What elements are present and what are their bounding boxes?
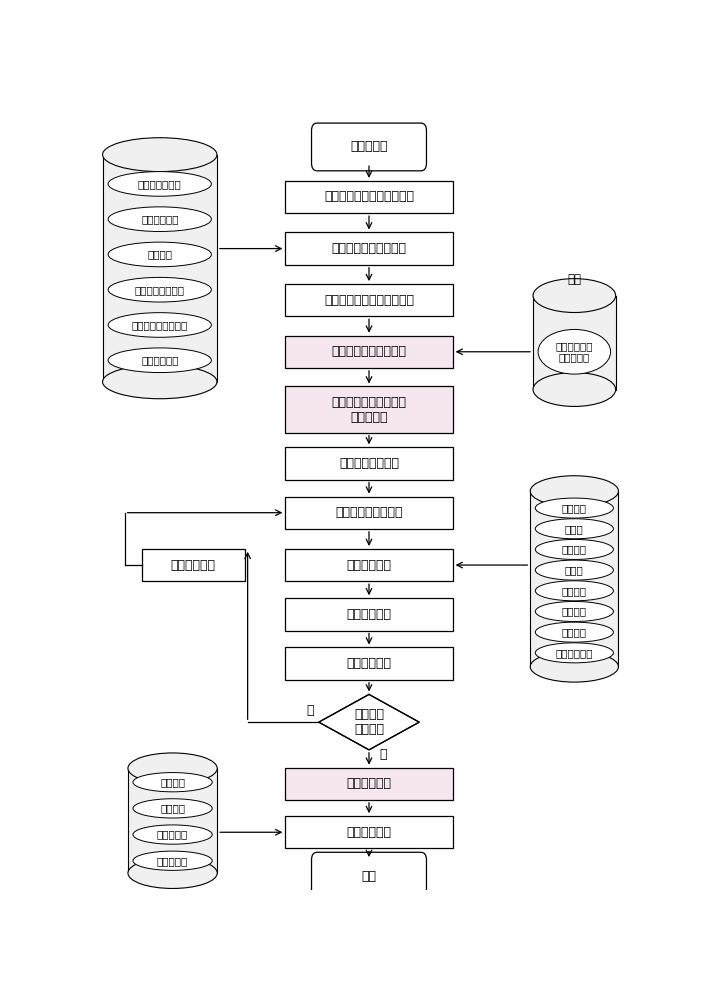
Polygon shape — [319, 694, 419, 750]
Text: 刀具刚度: 刀具刚度 — [562, 606, 587, 616]
Ellipse shape — [535, 622, 613, 642]
Ellipse shape — [533, 279, 616, 312]
FancyBboxPatch shape — [142, 549, 245, 581]
Ellipse shape — [535, 581, 613, 601]
Ellipse shape — [538, 329, 611, 374]
Ellipse shape — [128, 753, 217, 784]
Text: 遗传算法优化: 遗传算法优化 — [346, 608, 392, 621]
Ellipse shape — [108, 277, 212, 302]
FancyBboxPatch shape — [285, 284, 453, 316]
Text: 机床信息: 机床信息 — [148, 249, 172, 259]
Ellipse shape — [102, 365, 217, 399]
FancyBboxPatch shape — [530, 491, 618, 667]
Ellipse shape — [108, 348, 212, 373]
Ellipse shape — [108, 313, 212, 337]
Ellipse shape — [133, 773, 212, 792]
Text: 机床速度: 机床速度 — [562, 544, 587, 554]
FancyBboxPatch shape — [312, 123, 426, 171]
Text: 进给率: 进给率 — [565, 565, 584, 575]
Text: 上一步工序加工余量: 上一步工序加工余量 — [132, 320, 188, 330]
Text: 是: 是 — [379, 748, 387, 761]
FancyBboxPatch shape — [128, 768, 217, 873]
Ellipse shape — [535, 560, 613, 580]
Text: 机床功率: 机床功率 — [562, 627, 587, 637]
FancyBboxPatch shape — [312, 852, 426, 900]
Text: 切削参数
是否合理: 切削参数 是否合理 — [354, 708, 384, 736]
Ellipse shape — [133, 825, 212, 844]
Text: 切深切宽: 切深切宽 — [562, 586, 587, 596]
FancyBboxPatch shape — [285, 386, 453, 433]
Text: 工艺数据支撑库: 工艺数据支撑库 — [138, 179, 181, 189]
Text: 加工工艺参数信息: 加工工艺参数信息 — [135, 285, 185, 295]
Text: 机床加速度: 机床加速度 — [157, 830, 188, 840]
Text: 确定目标函数: 确定目标函数 — [346, 559, 392, 572]
FancyBboxPatch shape — [102, 155, 217, 382]
Ellipse shape — [530, 651, 618, 682]
FancyBboxPatch shape — [285, 598, 453, 631]
Ellipse shape — [108, 242, 212, 267]
Text: 结束: 结束 — [361, 870, 377, 883]
Text: 约束条件: 约束条件 — [562, 503, 587, 513]
FancyBboxPatch shape — [285, 768, 453, 800]
Text: 刀具刀尖点频
率响应函数: 刀具刀尖点频 率响应函数 — [556, 341, 593, 363]
Text: 加工操作顺序: 加工操作顺序 — [141, 355, 179, 365]
FancyBboxPatch shape — [533, 296, 616, 389]
Ellipse shape — [530, 476, 618, 507]
FancyBboxPatch shape — [285, 816, 453, 848]
FancyBboxPatch shape — [285, 232, 453, 265]
Ellipse shape — [102, 138, 217, 172]
Ellipse shape — [128, 858, 217, 888]
Ellipse shape — [108, 207, 212, 231]
Text: 优化进给速度: 优化进给速度 — [346, 826, 392, 839]
FancyBboxPatch shape — [285, 336, 453, 368]
Ellipse shape — [133, 851, 212, 870]
Text: 机床特性: 机床特性 — [160, 777, 185, 787]
Ellipse shape — [533, 373, 616, 406]
FancyBboxPatch shape — [285, 549, 453, 581]
Text: 重选切深范围: 重选切深范围 — [171, 559, 216, 572]
Text: 计算中间加工状态的频
率响应函数: 计算中间加工状态的频 率响应函数 — [331, 396, 407, 424]
Ellipse shape — [535, 498, 613, 518]
Text: 机床速度: 机床速度 — [160, 803, 185, 813]
Text: 刀具几何信息: 刀具几何信息 — [141, 214, 179, 224]
Text: 转角进给速率: 转角进给速率 — [556, 648, 593, 658]
FancyBboxPatch shape — [285, 447, 453, 480]
Ellipse shape — [535, 643, 613, 663]
Ellipse shape — [108, 172, 212, 196]
Ellipse shape — [535, 601, 613, 621]
Text: 初步工艺决策: 初步工艺决策 — [346, 657, 392, 670]
Text: 切削力: 切削力 — [565, 524, 584, 534]
FancyBboxPatch shape — [285, 497, 453, 529]
Text: 导入结构件: 导入结构件 — [350, 140, 388, 153]
Text: 获取加工后工件的修改矩阵: 获取加工后工件的修改矩阵 — [324, 294, 414, 307]
Text: 选用切深参数: 选用切深参数 — [346, 777, 392, 790]
Ellipse shape — [535, 519, 613, 539]
Text: 计算稳定性叶瓣图: 计算稳定性叶瓣图 — [339, 457, 399, 470]
Text: 机床加速度: 机床加速度 — [157, 856, 188, 866]
Ellipse shape — [133, 799, 212, 818]
Ellipse shape — [535, 539, 613, 559]
Text: 得到实时频率响应函数: 得到实时频率响应函数 — [331, 345, 407, 358]
Text: 获取工件初始频率响应函数: 获取工件初始频率响应函数 — [324, 190, 414, 204]
Text: 否: 否 — [307, 704, 315, 717]
Text: 获取当前特征中间状态: 获取当前特征中间状态 — [331, 242, 407, 255]
Text: 刀具: 刀具 — [567, 273, 581, 286]
Text: 分区域选择切深范围: 分区域选择切深范围 — [336, 506, 402, 519]
FancyBboxPatch shape — [285, 647, 453, 680]
FancyBboxPatch shape — [285, 181, 453, 213]
